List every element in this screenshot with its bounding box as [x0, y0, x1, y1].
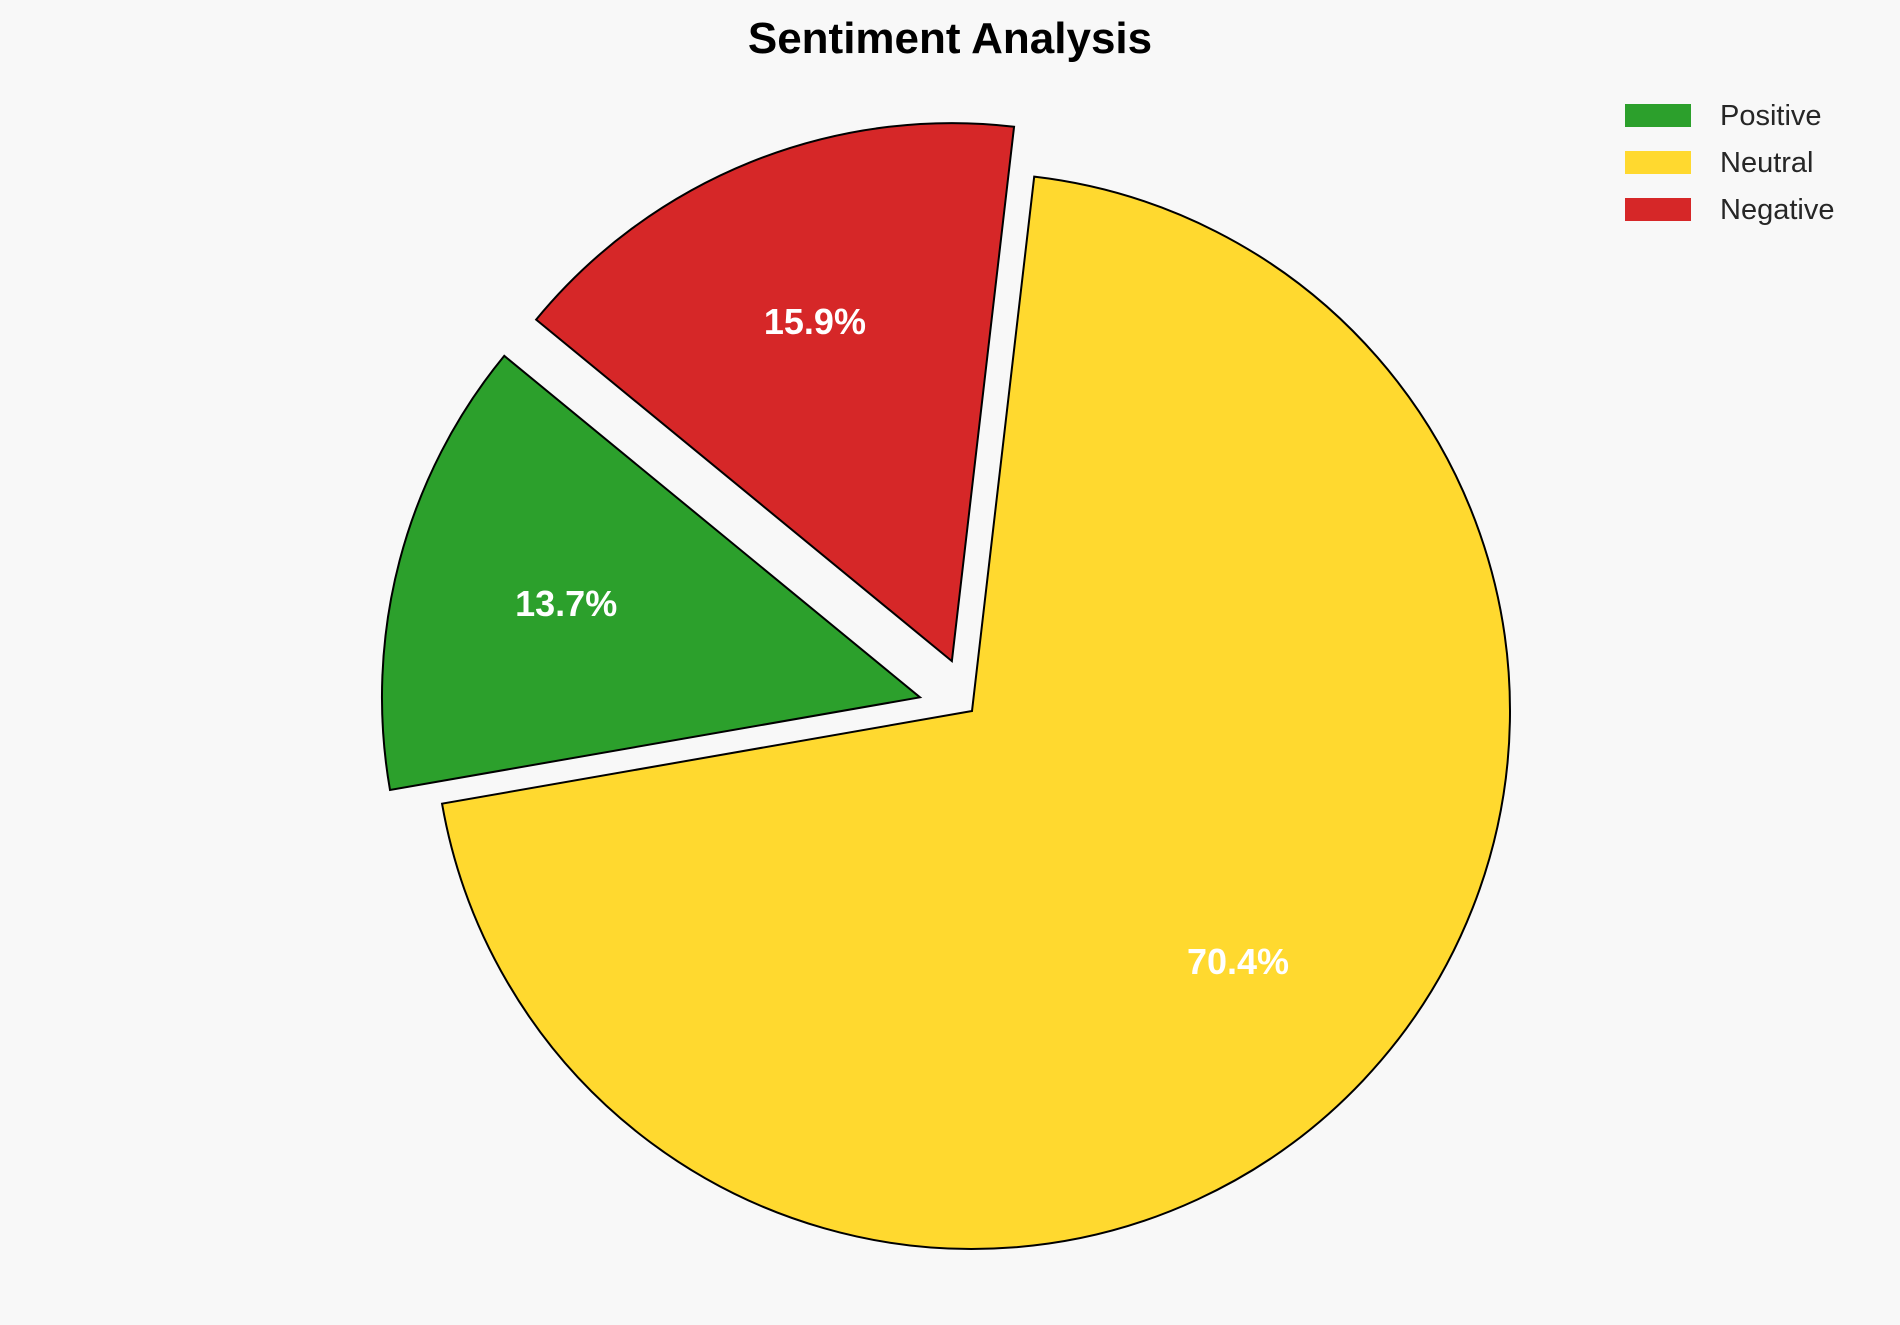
legend-label-neutral: Neutral	[1720, 147, 1814, 179]
data-label-negative: 15.9%	[764, 301, 866, 342]
pie-slice-positive	[380, 354, 923, 792]
legend-label-negative: Negative	[1720, 194, 1834, 226]
pie-slice-neutral	[440, 175, 1511, 1250]
data-label-neutral: 70.4%	[1187, 941, 1289, 982]
legend-label-positive: Positive	[1720, 100, 1822, 132]
legend-swatch-negative	[1625, 198, 1691, 221]
pie-slice-negative	[534, 122, 1016, 664]
legend: Positive Neutral Negative	[1625, 100, 1834, 226]
legend-swatch-neutral	[1625, 151, 1691, 174]
data-label-positive: 13.7%	[515, 583, 617, 624]
legend-swatch-positive	[1625, 104, 1691, 127]
chart-title: Sentiment Analysis	[748, 14, 1152, 63]
